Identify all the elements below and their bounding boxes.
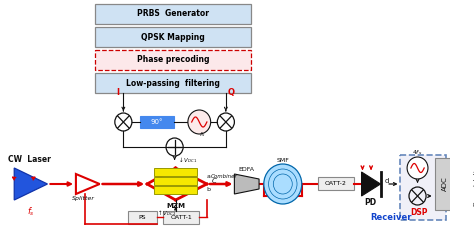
Text: MZM: MZM bbox=[166, 203, 185, 209]
Text: PRBS  Generator: PRBS Generator bbox=[137, 10, 209, 18]
Bar bbox=[95, 4, 252, 24]
Text: QPSK Mapping: QPSK Mapping bbox=[141, 32, 205, 42]
Text: Q: Q bbox=[228, 88, 235, 97]
Text: d: d bbox=[384, 178, 389, 184]
Text: $\uparrow V_{DC2}$: $\uparrow V_{DC2}$ bbox=[156, 208, 176, 218]
Text: $4f_s$: $4f_s$ bbox=[412, 148, 422, 157]
Text: DSP: DSP bbox=[410, 208, 428, 217]
Bar bbox=[140, 116, 173, 128]
Text: Combiner: Combiner bbox=[210, 174, 237, 179]
Text: $\downarrow V_{DC1}$: $\downarrow V_{DC1}$ bbox=[177, 155, 198, 165]
Bar bbox=[95, 50, 252, 70]
Bar bbox=[154, 177, 197, 185]
Text: Receiver: Receiver bbox=[370, 213, 411, 222]
Text: 90°: 90° bbox=[151, 119, 164, 125]
Text: CW  Laser: CW Laser bbox=[8, 155, 50, 164]
Text: b: b bbox=[207, 187, 211, 192]
Text: PD: PD bbox=[364, 198, 376, 207]
Text: Splitter: Splitter bbox=[72, 196, 95, 201]
Circle shape bbox=[264, 164, 302, 204]
Bar bbox=[154, 168, 197, 176]
Polygon shape bbox=[14, 168, 47, 200]
Circle shape bbox=[188, 110, 210, 134]
Text: $f_s$: $f_s$ bbox=[199, 130, 205, 139]
Text: I: I bbox=[117, 88, 120, 97]
Text: OATT-2: OATT-2 bbox=[325, 181, 347, 186]
Text: ADC: ADC bbox=[442, 177, 448, 191]
Polygon shape bbox=[362, 172, 381, 196]
Text: EDFA: EDFA bbox=[239, 167, 255, 172]
Text: SMF: SMF bbox=[276, 158, 289, 163]
Bar bbox=[435, 158, 456, 210]
Bar bbox=[401, 155, 446, 220]
Polygon shape bbox=[234, 174, 259, 194]
Bar bbox=[95, 27, 252, 47]
Bar bbox=[95, 73, 252, 93]
Text: $f_s$: $f_s$ bbox=[27, 206, 35, 219]
Bar bbox=[463, 158, 474, 210]
Text: a: a bbox=[207, 174, 211, 179]
Text: Low-passing  filtering: Low-passing filtering bbox=[126, 79, 220, 87]
Circle shape bbox=[407, 157, 428, 179]
Text: PS: PS bbox=[138, 215, 146, 220]
Bar bbox=[163, 211, 199, 224]
Bar bbox=[318, 177, 354, 190]
Text: $C$: $C$ bbox=[210, 176, 218, 185]
Text: Phase precoding: Phase precoding bbox=[137, 55, 210, 64]
Bar bbox=[128, 211, 156, 224]
Bar bbox=[154, 186, 197, 194]
Text: OATT-1: OATT-1 bbox=[170, 215, 192, 220]
